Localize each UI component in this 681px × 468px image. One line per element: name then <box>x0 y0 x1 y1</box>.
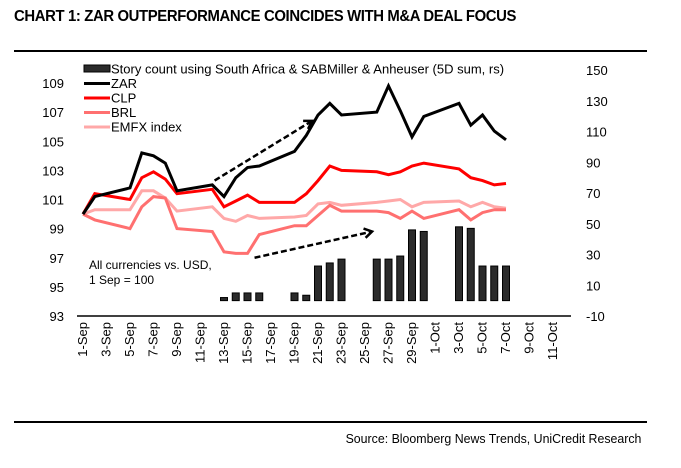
annotation-text: 1 Sep = 100 <box>89 273 154 287</box>
chart-title: CHART 1: ZAR OUTPERFORMANCE COINCIDES WI… <box>14 8 517 25</box>
x-tick-label: 3-Oct <box>451 322 466 354</box>
story-count-bar <box>502 265 510 302</box>
story-count-bar <box>255 292 264 302</box>
x-tick-label: 9-Oct <box>522 322 537 354</box>
x-tick-label: 11-Oct <box>545 322 560 360</box>
x-tick-label: 17-Sep <box>263 322 278 364</box>
left-y-tick-label: 103 <box>42 163 64 178</box>
line-brl <box>82 195 506 255</box>
story-count-bar <box>466 227 475 302</box>
x-tick-label: 15-Sep <box>240 322 255 364</box>
story-count-bar <box>372 258 381 302</box>
chart: 93 95 97 99 101 103 105 107 109 -10 10 30 50 70 90 110… <box>42 62 608 364</box>
left-y-tick-label: 105 <box>42 134 64 149</box>
x-tick-label: 27-Sep <box>381 322 396 364</box>
line-zar <box>81 82 507 215</box>
story-count-bar <box>243 292 252 302</box>
footer-divider <box>14 421 647 423</box>
right-y-tick-label: 110 <box>586 125 607 140</box>
right-y-tick-label: 70 <box>586 186 600 201</box>
x-tick-label: 21-Sep <box>310 322 325 364</box>
left-y-tick-label: 109 <box>42 76 64 91</box>
x-axis-ticks: 1-Sep 3-Sep 5-Sep 7-Sep 9-Sep 11-Sep 13-Sep 15-… <box>75 322 560 364</box>
x-tick-label: 3-Sep <box>99 322 114 357</box>
legend-label: Story count using South Africa & SABMill… <box>111 62 504 77</box>
trend-arrow-head-icon <box>303 119 315 130</box>
x-tick-label: 1-Sep <box>75 322 90 357</box>
right-y-tick-label: 50 <box>586 217 600 232</box>
right-y-tick-label: 10 <box>586 278 600 293</box>
story-count-bar <box>302 294 311 302</box>
x-tick-label: 1-Oct <box>428 322 443 354</box>
x-tick-label: 7-Sep <box>146 322 161 357</box>
left-y-tick-label: 99 <box>50 222 64 237</box>
right-y-axis-ticks: -10 10 30 50 70 90 110 130 150 <box>586 63 608 324</box>
story-count-bar <box>314 265 322 302</box>
trend-arrow-shaft <box>254 230 373 259</box>
bar-series <box>220 226 510 302</box>
story-count-bar <box>490 265 499 302</box>
story-count-bar <box>325 262 334 302</box>
right-y-tick-label: 130 <box>586 94 608 109</box>
story-count-bar <box>478 265 487 302</box>
right-y-tick-label: 150 <box>586 63 608 78</box>
story-count-bar <box>396 255 405 302</box>
x-tick-label: 19-Sep <box>287 322 302 364</box>
legend: Story count using South Africa & SABMill… <box>83 62 504 135</box>
legend-label: EMFX index <box>111 120 182 135</box>
title-divider <box>14 50 647 52</box>
x-tick-label: 25-Sep <box>357 322 372 364</box>
x-tick-label: 23-Sep <box>334 322 349 364</box>
legend-label: ZAR <box>111 76 137 91</box>
story-count-bar <box>419 230 428 302</box>
story-count-bar <box>455 226 463 302</box>
right-y-tick-label: -10 <box>586 309 605 324</box>
trend-arrow-shaft <box>213 119 313 182</box>
left-y-tick-label: 97 <box>50 251 64 266</box>
left-y-axis-ticks: 93 95 97 99 101 103 105 107 109 <box>42 76 64 324</box>
legend-label: BRL <box>111 105 136 120</box>
story-count-bar <box>231 292 240 302</box>
x-tick-label: 7-Oct <box>498 322 513 354</box>
line-series <box>81 82 507 255</box>
story-count-bar <box>220 297 228 302</box>
story-count-bar <box>337 258 346 302</box>
x-tick-label: 11-Sep <box>193 322 208 363</box>
legend-swatch-bar <box>83 64 111 73</box>
line-clp <box>81 161 507 215</box>
x-tick-label: 13-Sep <box>216 322 231 364</box>
line-emfx-index <box>82 189 507 223</box>
x-tick-label: 5-Oct <box>475 322 490 354</box>
x-tick-label: 9-Sep <box>169 322 184 357</box>
left-y-tick-label: 107 <box>42 105 64 120</box>
left-y-tick-label: 95 <box>50 280 64 295</box>
x-tick-label: 29-Sep <box>404 322 419 364</box>
story-count-bar <box>384 258 393 302</box>
right-y-tick-label: 90 <box>586 155 600 170</box>
source-note: Source: Bloomberg News Trends, UniCredit… <box>345 431 641 446</box>
annotations: All currencies vs. USD,1 Sep = 100 <box>89 119 375 287</box>
x-tick-label: 5-Sep <box>122 322 137 357</box>
annotation-text: All currencies vs. USD, <box>89 258 212 272</box>
trend-arrow-head-icon <box>363 227 375 239</box>
left-y-tick-label: 101 <box>42 193 64 208</box>
story-count-bar <box>408 229 416 302</box>
story-count-bar <box>290 292 299 302</box>
left-y-tick-label: 93 <box>50 309 64 324</box>
legend-label: CLP <box>111 91 136 106</box>
right-y-tick-label: 30 <box>586 248 600 263</box>
